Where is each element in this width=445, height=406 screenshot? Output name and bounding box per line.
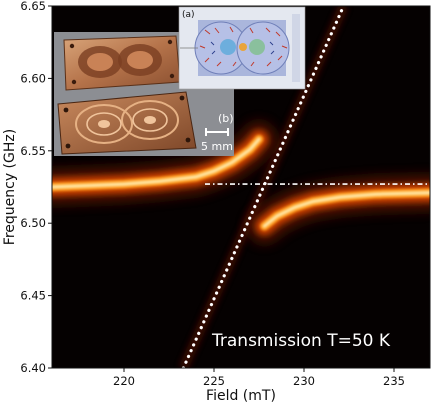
x-axis-label: Field (mT) [206,388,276,404]
y-tick-label: 6.60 [20,71,46,85]
y-tick-label: 6.40 [20,361,46,375]
y-tick-label: 6.50 [20,216,46,230]
y-tick-label: 6.65 [20,0,46,13]
inset-panel-label-a: (a) [182,10,195,20]
inset-cavity-photo: 5 mm (b) [54,32,234,156]
chart-annotation: Transmission T=50 K [211,331,391,351]
inset-panel-label-b: (b) [218,112,234,125]
x-axis-ticks: 220 225 230 235 [113,368,405,388]
upper-branch-peak [262,191,430,228]
spin-line-halo [178,6,349,368]
x-tick-label: 225 [203,374,225,388]
y-tick-label: 6.45 [20,289,46,303]
y-axis-ticks: 6.40 6.45 6.50 6.55 6.60 6.65 [20,0,52,375]
inset-field-simulation: (a) [178,6,306,90]
y-axis-label: Frequency (GHz) [2,129,18,245]
spin-line-glow [178,6,349,368]
x-tick-label: 230 [293,374,315,388]
polariton-branches [52,122,430,244]
plot-frame [51,5,431,369]
lower-branch-peak [52,137,261,189]
x-tick-label: 235 [383,374,405,388]
inset-scale-label: 5 mm [201,140,233,153]
x-tick-label: 220 [113,374,135,388]
y-tick-label: 6.55 [20,144,46,158]
